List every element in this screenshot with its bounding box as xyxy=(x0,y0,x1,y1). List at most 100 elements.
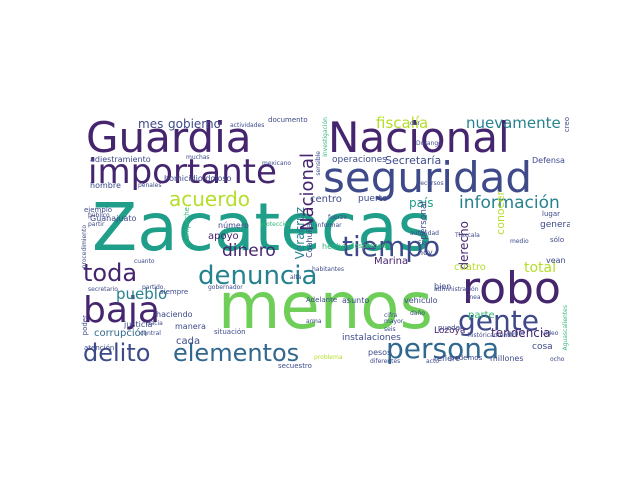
cloud-word: tendencia xyxy=(491,326,551,340)
cloud-word: siempre xyxy=(160,288,189,296)
cloud-word: central xyxy=(140,330,161,337)
cloud-word: Tlaxcala xyxy=(455,232,480,239)
cloud-word: total xyxy=(524,260,557,276)
cloud-word: Durango xyxy=(416,140,442,147)
cloud-word: público xyxy=(88,212,110,219)
cloud-word: Nacional xyxy=(328,115,510,162)
cloud-word: investigación xyxy=(322,117,329,157)
cloud-word: problema xyxy=(314,354,343,361)
cloud-word: corrupción xyxy=(94,328,148,339)
cloud-word: importante xyxy=(88,152,277,192)
cloud-word: desplegado xyxy=(350,242,391,250)
cloud-word: denuncia xyxy=(198,261,318,291)
cloud-word: número xyxy=(218,221,249,230)
cloud-word: cifra xyxy=(384,312,398,319)
cloud-word: video xyxy=(542,330,559,337)
cloud-word: nuevamente xyxy=(466,115,561,132)
cloud-word: parte xyxy=(468,310,495,321)
cloud-word: gente xyxy=(458,304,539,337)
cloud-word: cuanto xyxy=(134,258,155,265)
cloud-word: millones xyxy=(490,354,524,363)
cloud-word: Guanajuato xyxy=(90,214,137,223)
cloud-word: vehículo xyxy=(404,296,438,305)
cloud-word: Adelante xyxy=(306,296,338,304)
cloud-word: apoyo xyxy=(208,231,239,242)
cloud-word: partir xyxy=(88,221,105,228)
cloud-word: línea xyxy=(466,294,481,301)
cloud-word: justicia xyxy=(124,320,153,329)
cloud-word: general xyxy=(540,220,570,230)
cloud-word: centro xyxy=(310,194,342,205)
cloud-word: Coahuila xyxy=(305,223,314,258)
cloud-word: mayor xyxy=(384,318,404,325)
cloud-word: Aguascalientes xyxy=(562,305,569,351)
cloud-word: recursos xyxy=(418,180,444,187)
cloud-word: acuerdo xyxy=(169,187,251,211)
cloud-word: acto xyxy=(426,358,439,365)
cloud-word: administración xyxy=(434,286,479,293)
cloud-word: muchas xyxy=(186,154,210,161)
cloud-word: país xyxy=(409,196,434,210)
cloud-word: dar xyxy=(410,120,420,127)
cloud-word: adiestramiento xyxy=(90,155,151,164)
cloud-word: cuenta xyxy=(504,330,525,337)
cloud-word: refiere xyxy=(434,354,461,363)
cloud-word: persona xyxy=(386,332,500,365)
cloud-word: seguridad xyxy=(323,153,532,202)
cloud-word: hecho xyxy=(322,242,347,251)
cloud-word: elementos xyxy=(173,339,300,367)
cloud-word: dinero xyxy=(222,241,276,261)
cloud-word: arma xyxy=(306,318,322,325)
cloud-word: medio xyxy=(510,238,529,245)
cloud-word: Guardia xyxy=(86,115,252,162)
cloud-word: ejemplo xyxy=(84,206,113,214)
cloud-word: gobierno xyxy=(168,117,221,131)
cloud-word: toda xyxy=(83,259,138,287)
cloud-word: alta xyxy=(290,274,302,281)
cloud-word: conocer xyxy=(494,191,507,235)
cloud-word: hoy xyxy=(418,248,433,257)
cloud-word: información xyxy=(459,193,560,213)
cloud-word: gobernador xyxy=(208,284,243,291)
cloud-word: cada xyxy=(176,336,201,347)
word-cloud: Zacatecas menos Guardia Nacional segurid… xyxy=(80,115,570,370)
cloud-word: menos xyxy=(218,270,433,344)
cloud-word: poder xyxy=(81,315,89,336)
cloud-word: protección xyxy=(260,221,292,228)
cloud-word: fuerza xyxy=(328,214,347,221)
cloud-word: partido xyxy=(142,284,164,291)
cloud-word: pueden xyxy=(438,324,465,332)
cloud-word: mexicano xyxy=(262,160,292,167)
cloud-word: Campeche xyxy=(183,207,191,245)
cloud-word: fiscalía xyxy=(376,115,429,132)
cloud-word: lugar xyxy=(542,210,560,218)
cloud-word: Flor xyxy=(418,240,430,247)
cloud-word: haciendo xyxy=(156,310,193,319)
cloud-word: históricamente xyxy=(468,332,514,339)
cloud-word: informar xyxy=(316,222,342,229)
cloud-word: Defensa xyxy=(532,156,565,165)
cloud-word: mes xyxy=(138,117,164,131)
cloud-word: situación xyxy=(214,328,246,336)
cloud-word: secuestro xyxy=(278,362,312,370)
cloud-word: ocho xyxy=(550,356,565,363)
cloud-word: creo xyxy=(563,117,570,133)
cloud-word: hombre xyxy=(90,181,121,190)
cloud-word: Secretaría xyxy=(385,154,442,167)
cloud-word: cuatro xyxy=(454,262,486,273)
cloud-word: manera xyxy=(175,322,206,331)
cloud-word: Zacatecas xyxy=(92,189,432,266)
cloud-word: seis xyxy=(384,326,396,333)
cloud-word: sensible xyxy=(315,151,322,176)
cloud-word: sólo xyxy=(550,236,565,244)
cloud-word: homicidio doloso xyxy=(164,174,232,183)
cloud-word: tiempo xyxy=(342,230,441,263)
cloud-word: Lozoya xyxy=(434,326,466,336)
cloud-word: podemos xyxy=(450,354,483,362)
cloud-word: puerto xyxy=(358,194,388,204)
cloud-word: operaciones xyxy=(332,155,387,165)
cloud-word: autoridad xyxy=(410,230,439,237)
cloud-word: baja xyxy=(83,290,160,331)
cloud-word: delito xyxy=(83,339,151,367)
cloud-word: secretario xyxy=(88,286,118,293)
